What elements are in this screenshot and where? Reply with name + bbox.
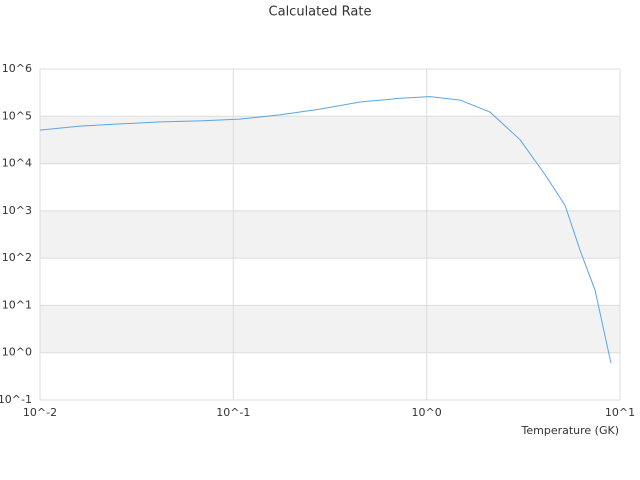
x-tick-label: 10^0 [412, 406, 442, 419]
x-axis-label: Temperature (GK) [521, 424, 620, 437]
x-tick-label: 10^-2 [23, 406, 57, 419]
grid-band [40, 210, 620, 259]
y-tick-label: 10^0 [2, 346, 32, 359]
y-tick-label: 10^6 [2, 62, 32, 75]
y-tick-label: 10^3 [2, 204, 32, 217]
data-line [39, 96, 612, 364]
y-tick-label: 10^5 [2, 109, 32, 122]
x-tick-label: 10^-1 [216, 406, 250, 419]
y-tick-label: 10^1 [2, 298, 32, 311]
y-tick-label: 10^-1 [0, 393, 32, 406]
y-tick-label: 10^4 [2, 157, 32, 170]
y-tick-label: 10^2 [2, 251, 32, 264]
x-tick-label: 10^1 [605, 406, 635, 419]
grid-band [40, 116, 620, 164]
grid-band [40, 305, 620, 353]
chart-title: Calculated Rate [269, 5, 372, 20]
